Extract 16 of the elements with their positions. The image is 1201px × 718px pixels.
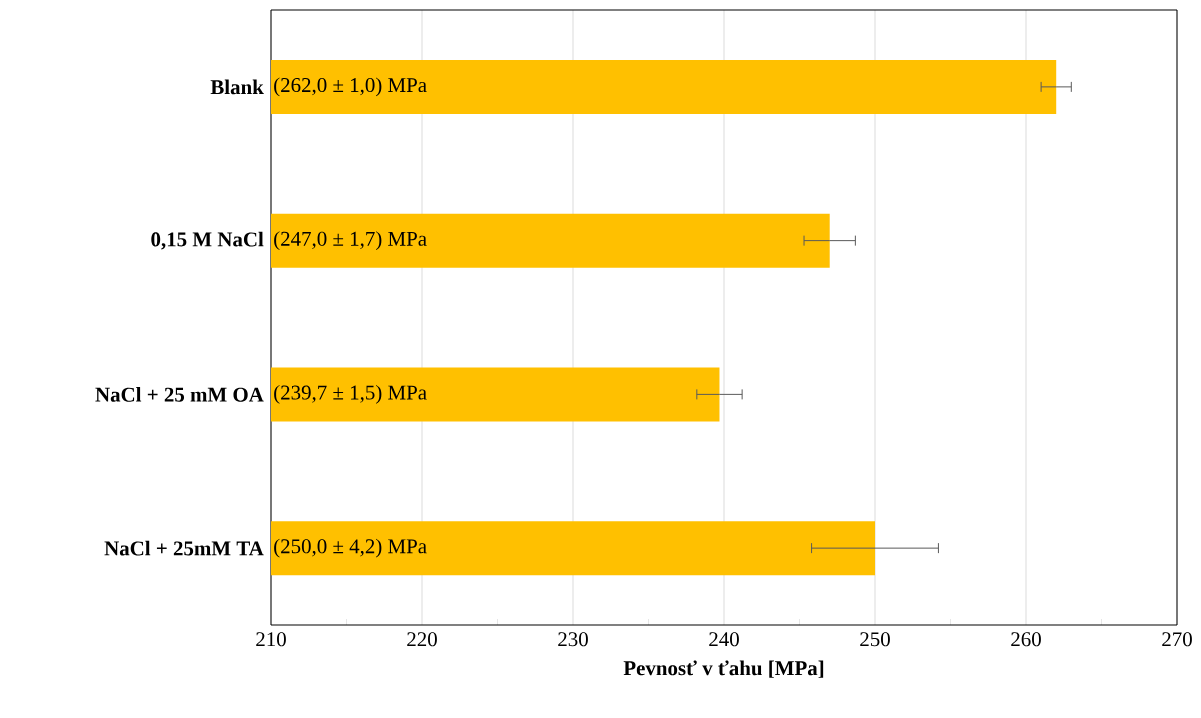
x-tick-label: 230 [558,632,588,647]
x-tick-label: 250 [860,632,890,647]
y-tick-label: NaCl + 25mM TA [104,540,264,556]
data-label: (239,7 ± 1,5) MPa [274,384,427,404]
x-tick-label: 270 [1162,632,1192,647]
y-tick-label: Blank [210,79,264,95]
x-tick-label: 260 [1011,632,1041,647]
x-tick-label: 210 [256,632,286,647]
data-label: (250,0 ± 4,2) MPa [274,538,427,558]
y-tick-label: NaCl + 25 mM OA [95,387,264,402]
x-tick-label: 240 [709,632,739,647]
x-tick-label: 220 [407,632,437,647]
y-tick-label: 0,15 M NaCl [151,231,264,250]
x-axis-title: Pevnosť v ťahu [MPa] [623,660,824,678]
data-label: (262,0 ± 1,0) MPa [274,77,427,97]
data-label: (247,0 ± 1,7) MPa [274,231,427,251]
